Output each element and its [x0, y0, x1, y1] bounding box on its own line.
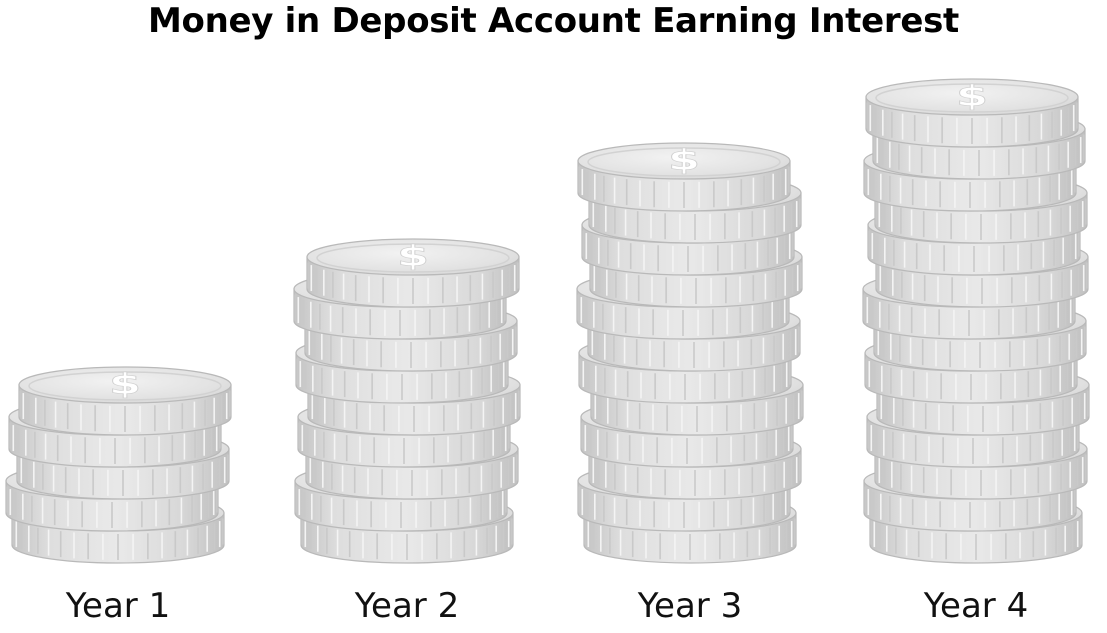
coin: $	[306, 238, 520, 308]
dollar-sign-icon: $	[109, 368, 141, 402]
x-tick-label: Year 2	[354, 586, 459, 626]
coin: $	[18, 366, 232, 436]
x-tick-label: Year 3	[637, 586, 742, 626]
coin-stack-4: $	[862, 78, 1090, 564]
coin-stack-1: $	[5, 366, 232, 564]
coin-stack-2: $	[293, 238, 521, 564]
coin-stack-3: $	[576, 142, 804, 564]
dollar-sign-icon: $	[668, 144, 700, 178]
dollar-sign-icon: $	[956, 80, 988, 114]
coin: $	[577, 142, 791, 212]
coin: $	[865, 78, 1079, 148]
x-tick-label: Year 1	[65, 586, 170, 626]
chart-title: Money in Deposit Account Earning Interes…	[148, 1, 959, 41]
x-tick-label: Year 4	[923, 586, 1028, 626]
dollar-sign-icon: $	[397, 240, 429, 274]
